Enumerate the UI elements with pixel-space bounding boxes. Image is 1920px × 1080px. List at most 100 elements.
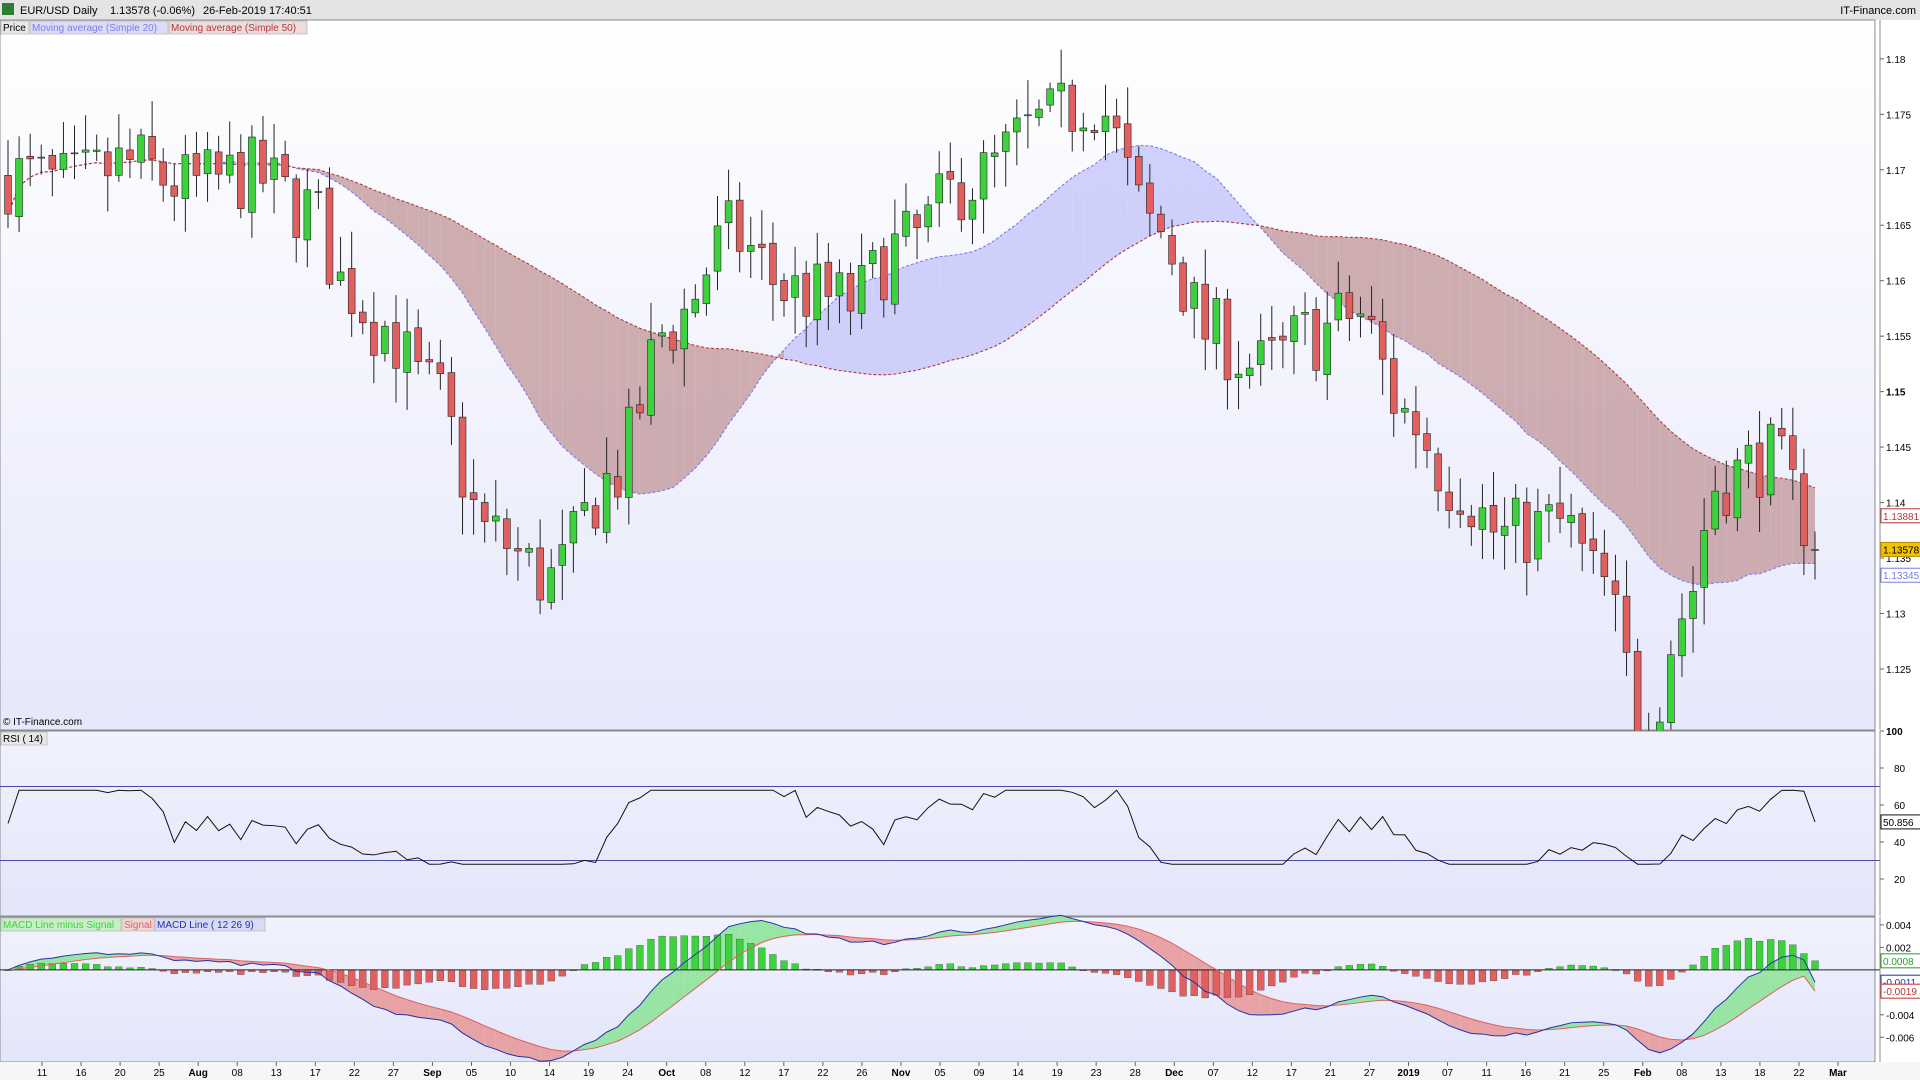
macd-hist-bar [1113, 969, 1121, 975]
time-tick-label: 11 [37, 1068, 48, 1079]
ma-band-segment [1449, 261, 1461, 377]
macd-band-segment [1482, 1021, 1494, 1036]
rsi-panel[interactable] [0, 730, 1876, 917]
macd-hist-bar [991, 964, 999, 970]
candle-body [225, 154, 234, 176]
candle-body [1689, 591, 1697, 619]
macd-hist-bar [414, 969, 422, 985]
candle-body [747, 245, 755, 252]
ma-band-segment [1371, 238, 1383, 329]
macd-hist-bar [1035, 962, 1043, 970]
time-tick-label: 08 [232, 1068, 244, 1079]
macd-hist-bar [93, 964, 101, 970]
time-tick-label: Aug [188, 1068, 207, 1079]
time-tick-label: Feb [1634, 1068, 1652, 1079]
ma-band-segment [1116, 147, 1128, 256]
rsi-tick-label: 40 [1894, 838, 1906, 849]
ma-band-segment [1415, 247, 1427, 354]
candle-body [1589, 538, 1598, 551]
time-tick-label: 2019 [1397, 1068, 1420, 1079]
ma-band-segment [1460, 267, 1472, 385]
macd-band-segment [662, 972, 674, 1014]
time-tick-label: 17 [310, 1068, 322, 1079]
macd-band-segment [1260, 994, 1272, 1016]
ma-band-segment [1050, 186, 1062, 309]
macd-hist-bar [525, 969, 533, 985]
candle-body [1811, 549, 1819, 551]
candle-body [1123, 123, 1132, 158]
price-legend: Price Moving average (Simple 20) Moving … [0, 20, 308, 35]
macd-band-segment [1449, 1011, 1461, 1030]
macd-hist-bar [1101, 969, 1110, 974]
macd-hist-bar [1711, 948, 1719, 970]
macd-band-segment [451, 1011, 463, 1034]
ma-band-segment [1515, 299, 1527, 434]
macd-band-segment [1460, 1015, 1472, 1034]
ma-band-segment [1571, 336, 1583, 483]
candle-body [1523, 501, 1531, 563]
candle-body [325, 187, 334, 285]
candle-body [1401, 407, 1409, 413]
candle-body [203, 149, 212, 175]
legend-hist-box [0, 917, 122, 932]
time-tick-label: Nov [892, 1068, 911, 1079]
macd-band-segment [950, 929, 962, 937]
macd-hist-bar [1257, 969, 1265, 991]
ma-band-segment [318, 169, 330, 178]
macd-hist-bar [1146, 969, 1154, 986]
macd-hist-bar [1523, 969, 1531, 976]
macd-hist-bar [1567, 964, 1575, 970]
ma-band-segment [1027, 206, 1039, 326]
candle-body [1600, 552, 1609, 577]
candle-body [802, 272, 810, 317]
time-tick-label: 19 [583, 1068, 595, 1079]
candle-body [281, 154, 289, 177]
legend-ma20: Moving average (Simple 20) [32, 23, 157, 34]
macd-hist-bar [481, 969, 489, 990]
candle-body [126, 149, 134, 160]
ma-band-segment [817, 306, 829, 369]
legend-price-box [0, 20, 30, 35]
candle-body [1412, 411, 1420, 436]
time-tick-label: 22 [349, 1068, 361, 1079]
macd-hist-bar [858, 969, 866, 975]
price-tick-label: 1.16 [1886, 277, 1906, 288]
candle-body [170, 185, 179, 197]
ma-band-segment [1393, 242, 1405, 341]
macd-hist-bar [1212, 969, 1220, 996]
ma20-line [7, 144, 1816, 586]
macd-panel[interactable] [0, 916, 1876, 1063]
candle-body [1345, 292, 1354, 319]
candle-body [1301, 311, 1309, 315]
candle-body [813, 263, 822, 321]
price-tick-label: 1.125 [1886, 665, 1911, 676]
rsi-title: RSI ( 14) [3, 734, 43, 745]
macd-band-segment [1138, 929, 1150, 949]
macd-band-segment [595, 1032, 607, 1048]
macd-band-segment [1105, 922, 1117, 930]
ma-band-segment [1770, 477, 1782, 570]
macd-hist-bar [425, 969, 433, 983]
ma-band-segment [928, 256, 940, 368]
macd-hist-bar [82, 963, 90, 970]
macd-hist-bar [1589, 965, 1597, 970]
macd-band-segment [1693, 1021, 1705, 1039]
candle-body [1389, 358, 1398, 414]
macd-hist-bar [1301, 969, 1309, 974]
candle-body [536, 547, 544, 601]
candle-body [647, 339, 655, 416]
ma-band-segment [784, 337, 796, 361]
candle-body [148, 136, 156, 160]
time-tick-label: Dec [1165, 1068, 1184, 1079]
macd-hist-bar [403, 969, 411, 986]
rsi-last-label: 50.856 [1883, 818, 1914, 829]
macd-band-segment [240, 960, 252, 966]
macd-hist-bar [846, 969, 855, 976]
macd-hist-bar [1645, 969, 1653, 987]
candle-body [92, 149, 101, 152]
macd-band-segment [1637, 1028, 1649, 1050]
macd-band-segment [440, 1008, 452, 1024]
candle-body [1268, 337, 1276, 341]
ma-band-segment [529, 264, 541, 419]
